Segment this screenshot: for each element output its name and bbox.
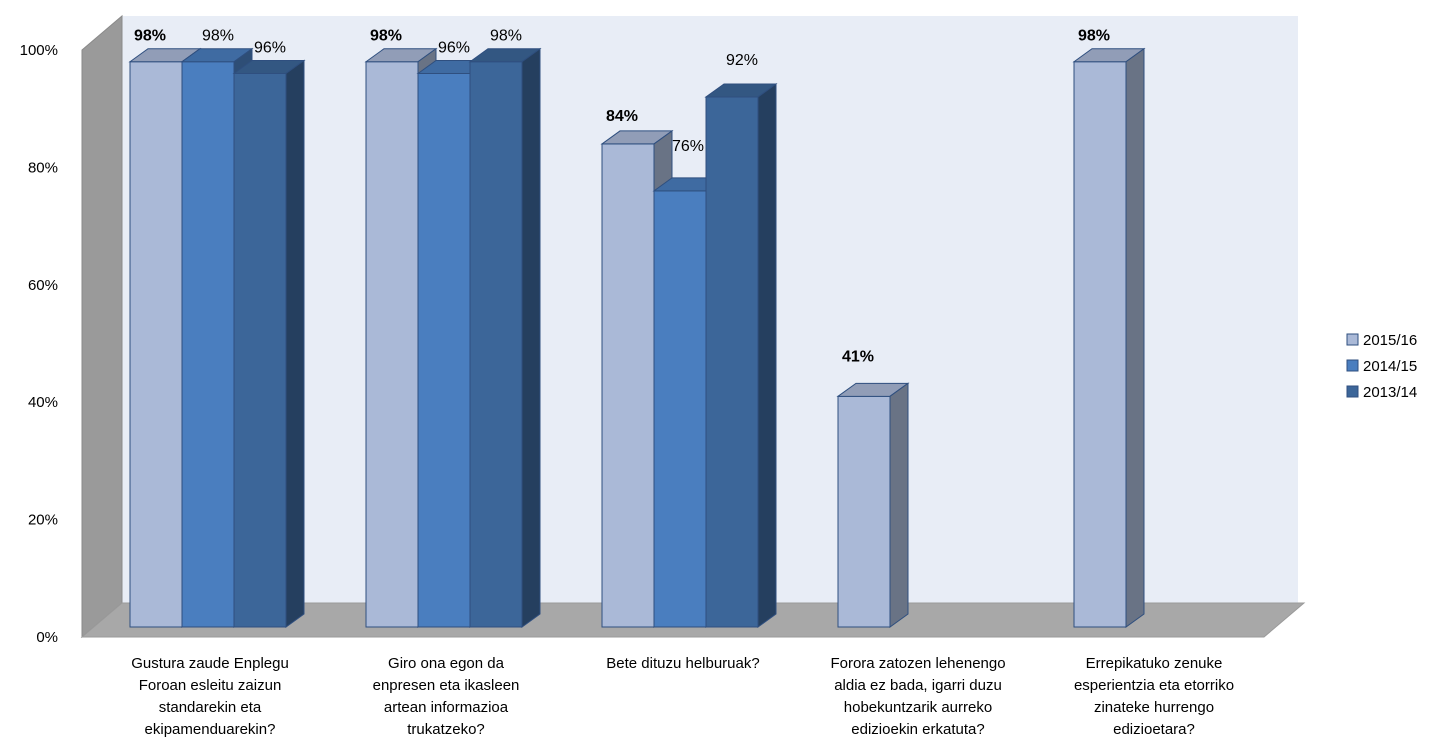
data-label: 76% <box>672 138 704 155</box>
bar-front <box>365 61 419 628</box>
bar <box>468 47 542 628</box>
bar-side <box>889 382 909 628</box>
bar-front <box>469 61 523 628</box>
x-label-line: edizioekin erkatuta? <box>851 721 984 738</box>
data-label: 41% <box>842 348 874 365</box>
legend-label: 2013/14 <box>1363 384 1417 401</box>
y-axis-ticks: 0% 20% 40% 60% 80% 100% <box>20 42 58 646</box>
bar <box>704 82 778 628</box>
x-label-line: Forora zatozen lehenengo <box>830 655 1005 672</box>
bar-side <box>521 47 541 628</box>
x-label-line: standarekin eta <box>159 699 262 716</box>
x-label-line: edizioetara? <box>1113 721 1195 738</box>
bar <box>836 382 910 628</box>
x-label-line: enpresen eta ikasleen <box>373 677 520 694</box>
legend-label: 2015/16 <box>1363 332 1417 349</box>
legend-swatch <box>1346 385 1359 398</box>
legend-swatch <box>1346 333 1359 346</box>
x-label-line: Gustura zaude Enplegu <box>131 655 289 672</box>
x-label-line: ekipamenduarekin? <box>145 721 276 738</box>
bar-side <box>757 82 777 628</box>
legend: 2015/16 2014/15 2013/14 <box>1346 332 1417 401</box>
data-label: 98% <box>134 28 166 45</box>
x-label-line: Foroan esleitu zaizun <box>139 677 282 694</box>
bars-group <box>128 47 1146 628</box>
bar-front <box>705 96 759 628</box>
x-label-line: zinateke hurrengo <box>1094 699 1214 716</box>
legend-swatch <box>1346 359 1359 372</box>
x-category-label: Errepikatuko zenuke esperientzia eta etor… <box>1074 655 1234 738</box>
legend-item: 2013/14 <box>1346 384 1417 401</box>
data-label: 98% <box>1078 28 1110 45</box>
y-tick-label: 60% <box>28 277 58 294</box>
bar <box>1072 47 1146 628</box>
x-category-label: Gustura zaude Enplegu Foroan esleitu zaiz… <box>131 655 289 738</box>
data-label: 92% <box>726 52 758 69</box>
bar-front <box>653 190 707 628</box>
x-label-line: hobekuntzarik aurreko <box>844 699 992 716</box>
data-label: 84% <box>606 108 638 125</box>
bar <box>232 59 306 628</box>
bar-front <box>601 143 655 628</box>
legend-item: 2015/16 <box>1346 332 1417 349</box>
y-tick-label: 0% <box>36 629 58 646</box>
side-wall <box>81 14 123 639</box>
x-category-label: Bete dituzu helburuak? <box>606 655 759 672</box>
x-label-line: Errepikatuko zenuke <box>1086 655 1223 672</box>
bar-front <box>1073 61 1127 628</box>
data-label: 96% <box>254 39 286 56</box>
y-tick-label: 100% <box>20 42 58 59</box>
data-label: 98% <box>202 28 234 45</box>
bar-side <box>1125 47 1145 628</box>
bar-front <box>129 61 183 628</box>
x-label-line: esperientzia eta etorriko <box>1074 677 1234 694</box>
data-labels: 98% 98% 96% 98% 96% 98% 84% 76% 92% 41% 98% <box>134 28 1110 366</box>
data-label: 98% <box>370 28 402 45</box>
x-category-label: Forora zatozen lehenengo aldia ez bada, i… <box>830 655 1005 738</box>
y-tick-label: 20% <box>28 512 58 529</box>
x-label-line: aldia ez bada, igarri duzu <box>834 677 1002 694</box>
x-category-label: Giro ona egon da enpresen eta ikasleen art… <box>373 655 520 738</box>
x-axis-labels: Gustura zaude Enplegu Foroan esleitu zaiz… <box>131 655 1234 738</box>
x-label-line: trukatzeko? <box>407 721 485 738</box>
legend-label: 2014/15 <box>1363 358 1417 375</box>
bar-front <box>837 395 891 628</box>
data-label: 98% <box>490 28 522 45</box>
x-label-line: artean informazioa <box>384 699 509 716</box>
x-label-line: Giro ona egon da <box>388 655 505 672</box>
legend-item: 2014/15 <box>1346 358 1417 375</box>
bar-side <box>285 59 305 628</box>
x-label-line: Bete dituzu helburuak? <box>606 655 759 672</box>
bar-front <box>233 72 287 628</box>
y-tick-label: 80% <box>28 159 58 176</box>
data-label: 96% <box>438 39 470 56</box>
y-tick-label: 40% <box>28 394 58 411</box>
bar-front <box>181 61 235 628</box>
bar-front <box>417 72 471 628</box>
